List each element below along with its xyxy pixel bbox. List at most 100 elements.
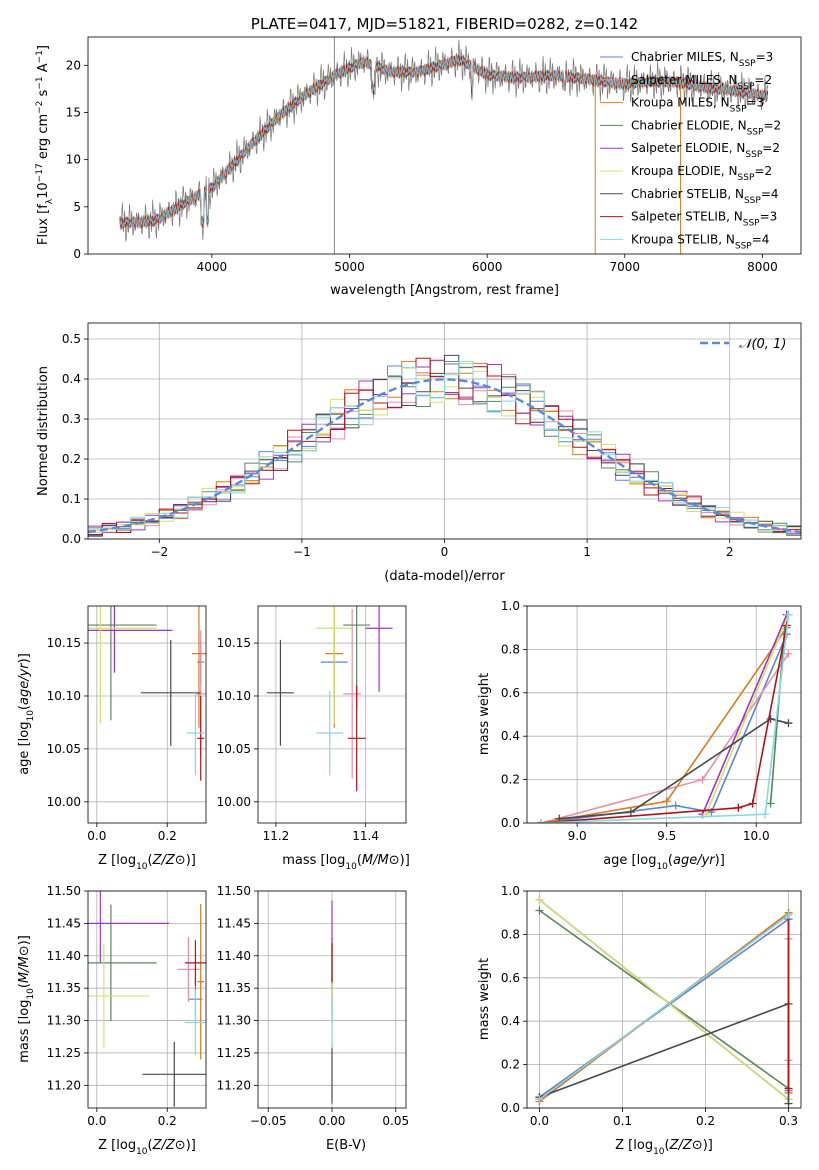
y-tick-label: 10.15 xyxy=(47,636,81,650)
y-tick-label: 10.15 xyxy=(217,636,251,650)
y-tick-label: 0.1 xyxy=(62,492,81,506)
figure-title: PLATE=0417, MJD=51821, FIBERID=0282, z=0… xyxy=(251,15,638,33)
y-axis-label: age [log10(age/yr)] xyxy=(17,653,36,775)
y-tick-label: 11.50 xyxy=(47,884,81,898)
residuals-panel: −2 −1 0 1 2 0.0 0.1 0.2 0.3 0.4 0.5 (data-model)/er… xyxy=(36,322,802,584)
y-tick-label: 0.0 xyxy=(501,816,520,830)
weight-marker xyxy=(784,910,793,919)
y-axis-label: Normed distribution xyxy=(36,366,51,496)
x-tick-label: 2 xyxy=(726,545,734,559)
x-tick-label: 11.2 xyxy=(263,829,290,843)
y-tick-label: 11.30 xyxy=(47,1014,81,1028)
weight-marker xyxy=(535,895,544,904)
y-tick-label: 20 xyxy=(66,58,81,72)
x-tick-label: 0.0 xyxy=(87,829,106,843)
errorbar-point xyxy=(343,609,362,779)
model-spectrum-9 xyxy=(119,54,769,229)
errorbar-point xyxy=(88,944,150,1048)
weight-marker xyxy=(784,719,793,728)
errorbar-point xyxy=(88,606,157,724)
y-tick-label: 11.20 xyxy=(217,1078,251,1092)
mass_vs_Z-panel: 0.0 0.2 11.20 11.25 11.30 11.35 11.40 11.45 11.5… xyxy=(17,884,207,1157)
gaussian-curve xyxy=(88,378,801,534)
x-tick-label: 0.3 xyxy=(779,1114,798,1128)
weight_vs_age-plot-area xyxy=(537,610,793,823)
y-tick-label: 10.10 xyxy=(47,689,81,703)
y-tick-label: 0.2 xyxy=(62,452,81,466)
mass_vs_ebv-panel: −0.05 0.00 0.05 11.20 11.25 11.30 11.35 11.40 11… xyxy=(217,884,410,1153)
errorbar-point xyxy=(184,940,206,986)
legend-entry: Chabrier ELODIE, NSSP=2 xyxy=(631,118,781,137)
legend: Chabrier MILES, NSSP=3 Salpeter MILES, NS… xyxy=(600,50,781,251)
y-tick-label: 0.6 xyxy=(501,971,520,985)
x-tick-label: 1 xyxy=(583,545,591,559)
weight-line-6 xyxy=(705,614,790,815)
errorbar-point xyxy=(88,606,157,721)
y-tick-label: 0.2 xyxy=(501,1058,520,1072)
y-tick-label: 0.0 xyxy=(501,1101,520,1115)
axes-frame xyxy=(87,322,802,540)
y-tick-label: 10 xyxy=(66,153,81,167)
x-tick-label: −1 xyxy=(293,545,311,559)
legend-entry: Salpeter STELIB, NSSP=3 xyxy=(631,210,777,229)
y-tick-label: 5 xyxy=(73,200,81,214)
y-tick-label: 0.8 xyxy=(501,927,520,941)
x-tick-label: 4000 xyxy=(197,260,228,274)
weight-line-1 xyxy=(539,917,790,1098)
y-tick-label: 0.3 xyxy=(62,412,81,426)
y-tick-label: 11.40 xyxy=(217,949,251,963)
x-axis-label: age [log10(age/yr)] xyxy=(603,853,725,872)
age_vs_mass-plot-area xyxy=(266,606,393,792)
legend-entry: Kroupa MILES, NSSP=3 xyxy=(631,96,764,115)
axes-frame xyxy=(257,605,407,824)
residuals-plot-area xyxy=(88,354,801,537)
y-tick-label: 0.4 xyxy=(501,1014,520,1028)
weight-line-1 xyxy=(541,633,788,823)
x-tick-label: 7000 xyxy=(610,260,641,274)
x-tick-label: 0.00 xyxy=(319,1114,346,1128)
y-tick-label: 0.4 xyxy=(501,729,520,743)
weight-marker xyxy=(671,801,680,810)
weight-marker xyxy=(784,1099,793,1108)
axes-frame xyxy=(87,36,802,255)
errorbar-point xyxy=(140,639,201,746)
y-tick-label: 11.30 xyxy=(217,1014,251,1028)
y-tick-label: 10.00 xyxy=(47,795,81,809)
spectrum-plot-area xyxy=(119,37,769,254)
weight-line-7 xyxy=(559,717,789,820)
x-tick-label: 0.2 xyxy=(158,829,177,843)
weight-line-5 xyxy=(701,614,788,815)
y-tick-label: 1.0 xyxy=(501,884,520,898)
weight-marker xyxy=(784,1084,793,1093)
errorbar-point xyxy=(343,606,371,710)
weight_vs_Z-panel: 0.0 0.1 0.2 0.3 0.0 0.2 0.4 0.6 0.8 1.0 Z [log10(Z… xyxy=(477,884,802,1157)
weight-marker xyxy=(662,797,671,806)
errorbar-point xyxy=(186,690,205,776)
y-tick-label: 11.25 xyxy=(47,1046,81,1060)
y-tick-label: 10.05 xyxy=(47,742,81,756)
x-tick-label: 9.0 xyxy=(568,829,587,843)
y-tick-label: 11.25 xyxy=(217,1046,251,1060)
age_vs_Z-plot-area xyxy=(88,606,206,781)
weight_vs_Z-plot-area xyxy=(535,895,793,1108)
y-axis-label: mass [log10(M/M⊙)] xyxy=(17,935,36,1063)
legend-entry: Kroupa ELODIE, NSSP=2 xyxy=(631,164,772,183)
errorbar-point xyxy=(316,606,353,724)
errorbar-point xyxy=(266,639,294,746)
errorbar-point xyxy=(197,695,205,781)
age_vs_Z-grid xyxy=(88,606,206,823)
legend-entry: Salpeter MILES, NSSP=2 xyxy=(631,73,772,92)
y-tick-label: 11.20 xyxy=(47,1078,81,1092)
weight-line-6 xyxy=(538,899,790,1100)
y-tick-label: 11.35 xyxy=(47,981,81,995)
y-tick-label: 1.0 xyxy=(501,599,520,613)
y-tick-label: 15 xyxy=(66,105,81,119)
x-axis-label: (data-model)/error xyxy=(384,569,505,584)
spectrum-panel: 4000 5000 6000 7000 8000 0 5 10 15 20 wavelength [… xyxy=(35,36,802,298)
weight-line-3 xyxy=(541,627,788,823)
weight-marker xyxy=(784,610,793,619)
x-axis-label: mass [log10(M/M⊙)] xyxy=(282,853,410,872)
weight-line-8 xyxy=(541,625,788,823)
errorbar-point xyxy=(88,606,173,673)
